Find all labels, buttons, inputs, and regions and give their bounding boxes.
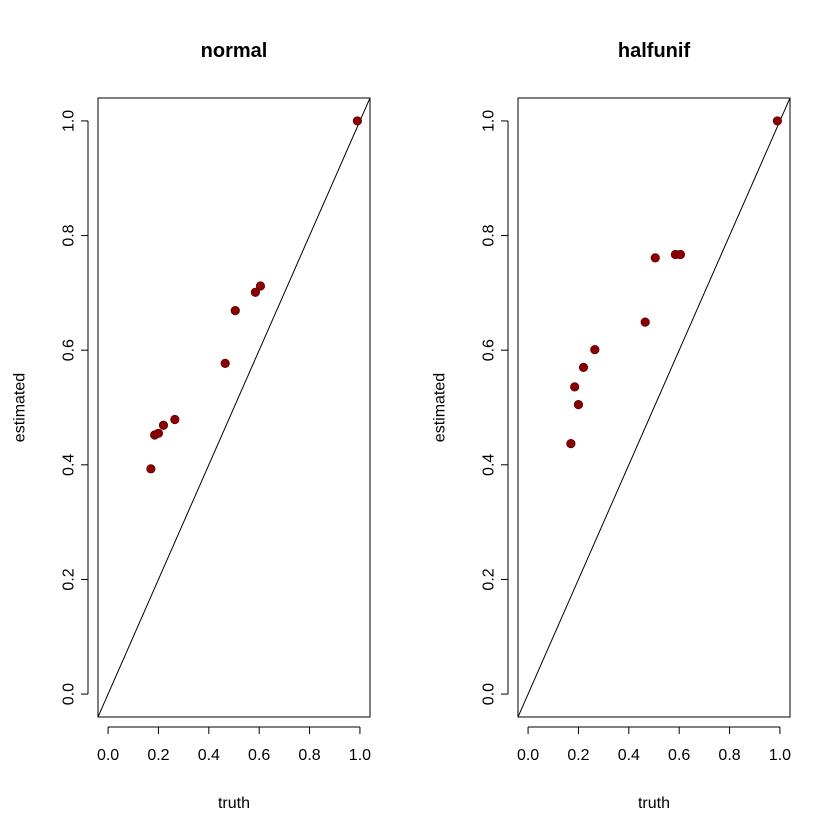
data-point	[573, 400, 584, 410]
y-tick-label: 0.2	[481, 568, 498, 590]
y-tick-label: 1.0	[61, 110, 78, 132]
x-tick-label: 1.0	[769, 747, 791, 764]
x-tick-label: 1.0	[349, 747, 371, 764]
panel-normal: normal 0.0 0.2 0.4 0.6 0.8 1.0 0.0 0.2 0.4 0.6 0.8 1…	[12, 40, 372, 812]
data-point	[675, 249, 686, 260]
data-point	[146, 464, 156, 474]
y-tick-label: 0.0	[481, 683, 498, 705]
data-point	[255, 281, 266, 291]
y-tick-label: 0.6	[481, 339, 498, 361]
data-point	[230, 306, 240, 316]
y-tick-label: 0.2	[61, 568, 78, 590]
x-tick-label: 0.2	[147, 747, 169, 764]
data-point	[352, 116, 363, 126]
identity-line	[518, 98, 790, 717]
y-tick-label: 0.6	[61, 339, 78, 361]
plot-frame	[517, 97, 791, 718]
x-tick-label: 0.6	[248, 747, 270, 764]
x-tick-label: 0.8	[718, 747, 740, 764]
data-point	[590, 345, 600, 355]
data-point	[158, 420, 169, 430]
panel-halfunif: halfunif 0.0 0.2 0.4 0.6 0.8 1.0 0.0 0.2 0.4 0.6 0.…	[432, 40, 792, 812]
x-tick-label: 0.8	[298, 747, 320, 764]
x-tick-label: 0.2	[567, 747, 589, 764]
plot-frame	[97, 97, 371, 718]
x-tick-label: 0.4	[198, 747, 220, 764]
chart-title: halfunif	[618, 40, 691, 62]
y-axis-label: estimated	[12, 373, 29, 442]
y-tick-label: 0.4	[61, 454, 78, 476]
data-point	[250, 287, 261, 297]
data-point	[220, 358, 230, 368]
y-tick-label: 0.8	[481, 224, 498, 246]
identity-line	[98, 98, 370, 717]
chart-title: normal	[201, 40, 268, 62]
x-axis-label: truth	[218, 795, 250, 812]
x-tick-label: 0.0	[517, 747, 539, 764]
data-point	[650, 253, 660, 263]
y-tick-label: 0.8	[61, 224, 78, 246]
data-point	[578, 362, 589, 372]
data-point	[170, 414, 180, 425]
data-point	[566, 439, 576, 449]
y-tick-label: 0.0	[61, 683, 78, 705]
x-tick-label: 0.4	[618, 747, 640, 764]
y-tick-label: 1.0	[481, 110, 498, 132]
data-point	[640, 317, 650, 327]
x-axis-label: truth	[638, 795, 670, 812]
data-point	[570, 382, 580, 392]
x-tick-label: 0.0	[97, 747, 119, 764]
y-tick-label: 0.4	[481, 454, 498, 476]
x-tick-label: 0.6	[668, 747, 690, 764]
data-point	[772, 116, 783, 126]
y-axis-label: estimated	[432, 373, 449, 442]
data-point	[153, 428, 164, 438]
